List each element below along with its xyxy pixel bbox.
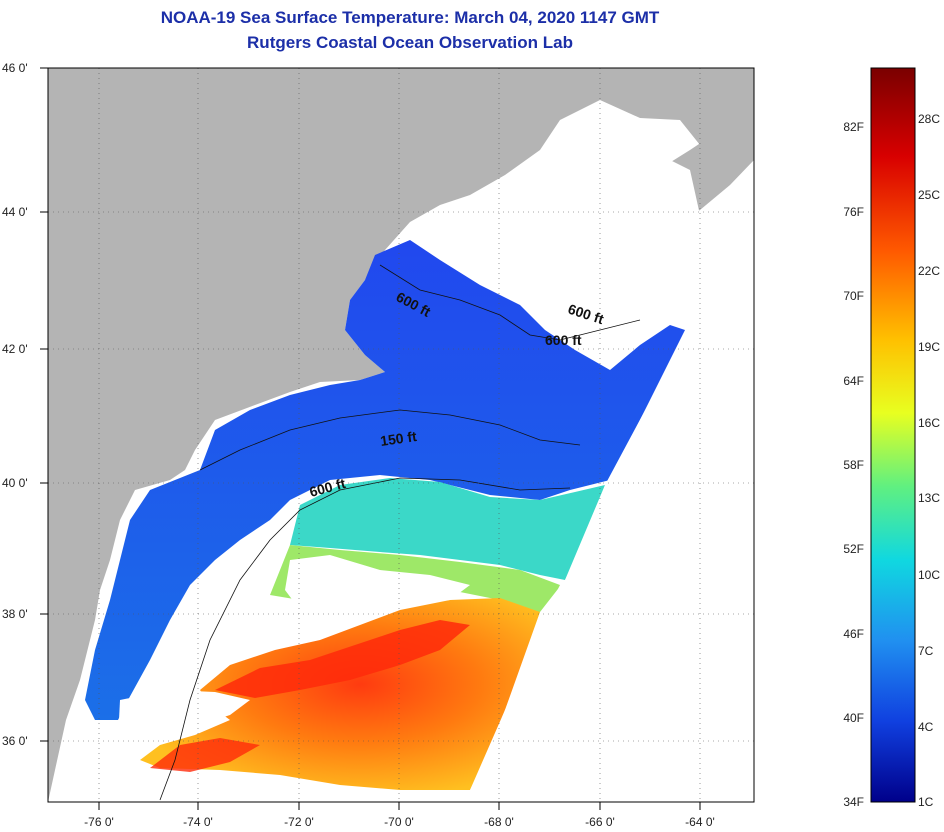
lon-label: -68 0' [484, 815, 514, 829]
contour-600ft [159, 477, 571, 801]
colorbar-f-label: 52F [843, 542, 864, 556]
lat-label: 44 0' [2, 205, 28, 219]
colorbar-c-label: 1C [918, 795, 934, 809]
colorbar-celsius-labels: 28C 25C 22C 19C 16C 13C 10C 7C 4C 1C [918, 112, 940, 809]
lon-label: -64 0' [685, 815, 715, 829]
colorbar-f-label: 46F [843, 627, 864, 641]
colorbar-c-label: 13C [918, 491, 940, 505]
colorbar-c-label: 22C [918, 264, 940, 278]
contour-150ft [199, 409, 581, 471]
colorbar-c-label: 4C [918, 720, 934, 734]
lon-label: -72 0' [284, 815, 314, 829]
colorbar-f-label: 70F [843, 289, 864, 303]
colorbar-c-label: 25C [918, 188, 940, 202]
colorbar-f-label: 34F [843, 795, 864, 809]
sst-hot-core-south [150, 738, 260, 772]
colorbar-c-label: 7C [918, 644, 934, 658]
colorbar [870, 67, 916, 803]
colorbar-c-label: 16C [918, 416, 940, 430]
lat-label: 40 0' [2, 476, 28, 490]
lon-label: -70 0' [384, 815, 414, 829]
sst-slope-water [290, 478, 605, 580]
cloud-offshore [285, 555, 470, 612]
cloud-gulf-of-maine [420, 145, 700, 330]
lon-label: -74 0' [183, 815, 213, 829]
sst-cold-shelf [85, 240, 685, 720]
colorbar-f-label: 64F [843, 374, 864, 388]
contour-label-150ft: 150 ft [379, 428, 418, 449]
map-frame [47, 67, 755, 803]
map-title: NOAA-19 Sea Surface Temperature: March 0… [160, 8, 660, 27]
land-newfoundland-edge [700, 68, 754, 110]
lon-label: -66 0' [585, 815, 615, 829]
colorbar-f-label: 40F [843, 711, 864, 725]
longitude-labels: -76 0' -74 0' -72 0' -70 0' -68 0' -66 0… [84, 815, 715, 829]
contour-label-georges: 600 ft [545, 332, 582, 348]
land-mainland [48, 68, 754, 802]
cloud-cape-hatteras [118, 690, 250, 740]
swath-no-data [455, 330, 754, 802]
colorbar-c-label: 28C [918, 112, 940, 126]
latitude-labels: 46 0' 44 0' 42 0' 40 0' 38 0' 36 0' [2, 61, 28, 748]
colorbar-f-label: 76F [843, 205, 864, 219]
lon-label: -76 0' [84, 815, 114, 829]
lat-label: 42 0' [2, 342, 28, 356]
colorbar-f-label: 58F [843, 458, 864, 472]
sst-hot-core [215, 620, 470, 698]
colorbar-c-label: 19C [918, 340, 940, 354]
lat-label: 36 0' [2, 734, 28, 748]
colorbar-f-label: 82F [843, 120, 864, 134]
lat-label: 38 0' [2, 607, 28, 621]
map-subtitle: Rutgers Coastal Ocean Observation Lab [247, 33, 573, 52]
colorbar-c-label: 10C [918, 568, 940, 582]
axis-ticks [40, 67, 701, 810]
colorbar-fahrenheit-labels: 82F 76F 70F 64F 58F 52F 46F 40F 34F [843, 120, 864, 809]
contour-600ft-gulf [379, 264, 641, 341]
lat-label: 46 0' [2, 61, 28, 75]
